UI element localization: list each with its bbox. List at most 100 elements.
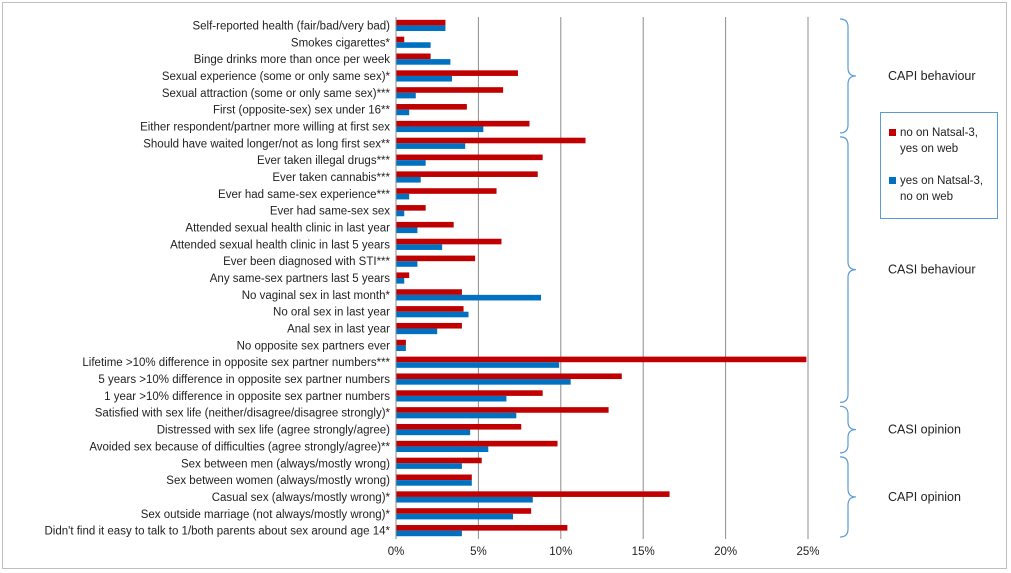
category-label: No vaginal sex in last month* (242, 290, 391, 302)
group-label: CASI opinion (888, 423, 961, 437)
category-label: Ever taken cannabis*** (272, 172, 390, 184)
bar-blue (396, 530, 462, 537)
bar-blue (396, 513, 514, 520)
category-label: Avoided sex because of difficulties (agr… (89, 441, 390, 453)
bar-red (396, 525, 568, 531)
bar-red (396, 491, 670, 497)
category-label: Attended sexual health clinic in last 5 … (170, 239, 390, 251)
gridlines (477, 17, 809, 540)
bar-red (396, 440, 558, 447)
bar-red (396, 120, 530, 127)
legend-swatch-blue (889, 177, 896, 184)
category-label: Any same-sex partners last 5 years (210, 273, 390, 285)
category-labels: Self-reported health (fair/bad/very bad)… (44, 20, 390, 537)
bar-red (396, 255, 476, 262)
bar-blue (396, 25, 446, 32)
bar-red (396, 390, 543, 396)
bar-red (396, 154, 543, 161)
bar-blue (396, 92, 416, 99)
category-label: Ever taken illegal drugs*** (257, 155, 390, 167)
category-label: Casual sex (always/mostly wrong)* (212, 492, 391, 504)
legend-item-series-1: no on Natsal-3, yes on web (889, 125, 991, 157)
bar-blue (396, 362, 560, 368)
category-label: Should have waited longer/not as long fi… (143, 138, 390, 150)
category-label: No oral sex in last year (273, 307, 390, 319)
bar-red (396, 339, 406, 346)
group-label: CASI behaviour (888, 263, 976, 277)
group-brace (839, 456, 857, 538)
legend-swatch-red (889, 129, 896, 136)
bar-red (396, 188, 497, 194)
bar-red (396, 322, 462, 329)
category-label: Sexual attraction (some or only same sex… (162, 88, 391, 100)
bar-red (396, 306, 464, 312)
group-brace (839, 136, 857, 403)
category-label: Lifetime >10% difference in opposite sex… (82, 357, 390, 369)
bar-red (396, 457, 482, 464)
bar-red (396, 171, 538, 177)
bar-blue (396, 75, 453, 82)
bar-red (396, 356, 807, 363)
bar-blue (396, 210, 405, 217)
bar-blue (396, 261, 418, 267)
bar-red (396, 53, 431, 60)
bar-red (396, 474, 472, 481)
bar-red (396, 36, 405, 43)
bar-red (396, 19, 446, 26)
bar-blue (396, 328, 438, 335)
category-label: 1 year >10% difference in opposite sex p… (104, 391, 390, 403)
category-label: Anal sex in last year (287, 324, 390, 336)
bar-blue (396, 42, 431, 48)
bar-blue (396, 278, 405, 284)
bar-blue (396, 294, 542, 301)
x-tick-label: 20% (714, 546, 737, 558)
bar-blue (396, 244, 443, 250)
category-label: Sexual experience (some or only same sex… (162, 71, 391, 83)
bar-blue (396, 160, 426, 166)
group-brace (839, 405, 857, 454)
bar-red (396, 87, 504, 93)
category-label: Sex between women (always/mostly wrong) (166, 475, 390, 487)
x-tick-label: 5% (470, 546, 487, 558)
bar-red (396, 423, 522, 430)
x-tick-label: 10% (549, 546, 572, 558)
bar-blue (396, 496, 533, 503)
bar-red (396, 373, 622, 380)
bar-blue (396, 109, 410, 116)
bar-red (396, 508, 532, 514)
category-label: Sex between men (always/mostly wrong) (181, 458, 390, 470)
bar-red (396, 137, 586, 144)
bar-red (396, 289, 462, 295)
bar-blue (396, 176, 421, 183)
category-label: Distressed with sex life (agree strongly… (157, 425, 390, 437)
bar-blue (396, 463, 462, 469)
bar-red (396, 238, 502, 245)
bar-red (396, 205, 426, 211)
legend-item-series-2: yes on Natsal-3, no on web (889, 173, 991, 205)
category-label: Satisfied with sex life (neither/disagre… (95, 408, 391, 420)
category-label: Ever had same-sex sex (270, 206, 390, 218)
category-label: 5 years >10% difference in opposite sex … (98, 374, 390, 386)
bar-blue (396, 429, 471, 436)
category-label: Smokes cigarettes* (291, 37, 391, 49)
category-label: No opposite sex partners ever (237, 340, 391, 352)
x-tick-label: 25% (796, 546, 819, 558)
bar-red (396, 407, 609, 413)
bar-blue (396, 379, 571, 385)
bar-blue (396, 143, 466, 149)
bar-blue (396, 311, 469, 318)
bar-blue (396, 59, 451, 65)
bar-red (396, 104, 467, 110)
group-braces: CAPI behaviour CASI behaviour CASI opinion… (839, 18, 976, 538)
category-label: Binge drinks more than once per week (194, 54, 390, 66)
category-label: Attended sexual health clinic in last ye… (185, 223, 390, 235)
category-label: Self-reported health (fair/bad/very bad) (192, 20, 390, 32)
bar-blue (396, 446, 489, 453)
category-label: Ever had same-sex experience*** (218, 189, 390, 201)
bar-blue (396, 227, 418, 234)
bar-blue (396, 193, 410, 200)
bars (396, 19, 807, 537)
category-label: Ever been diagnosed with STI*** (223, 256, 390, 268)
bar-red (396, 70, 518, 76)
